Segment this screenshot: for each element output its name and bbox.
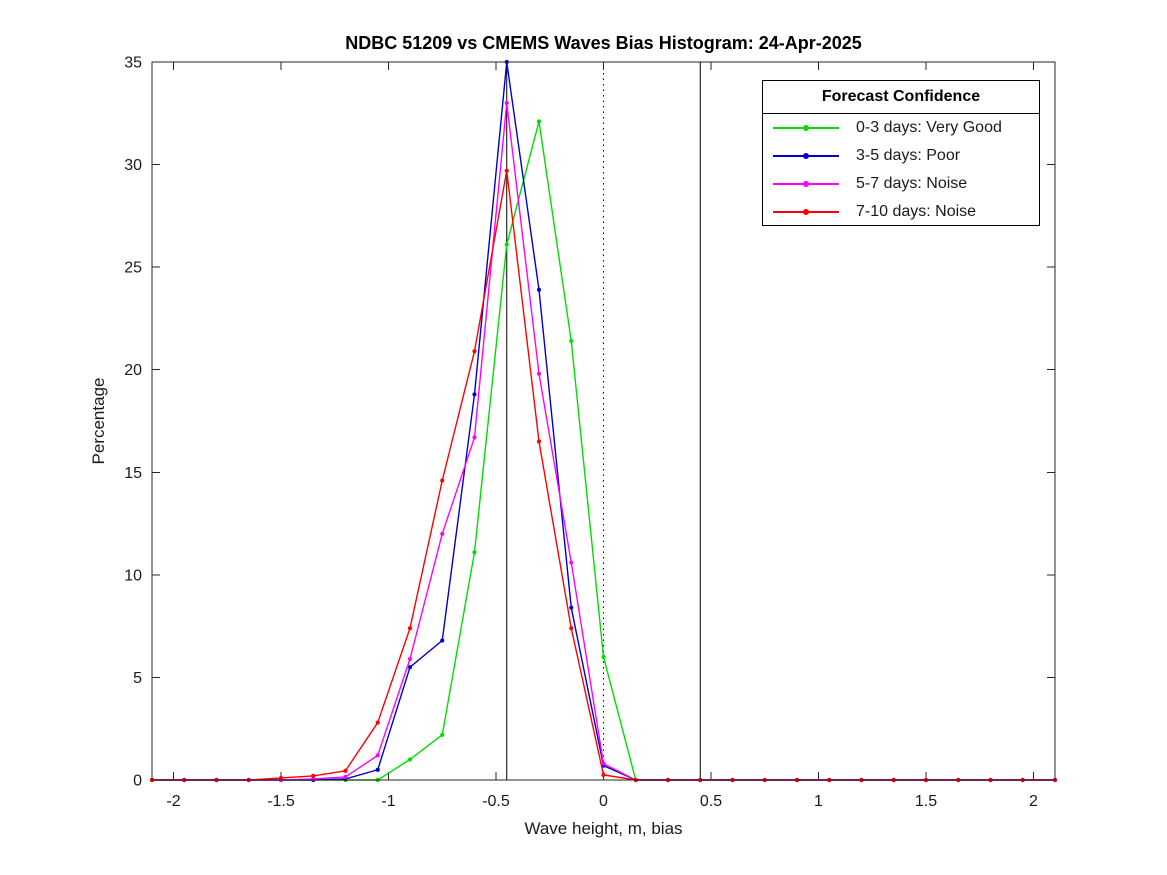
data-point	[569, 338, 574, 344]
legend-title: Forecast Confidence	[763, 81, 1039, 114]
legend-entry-label: 5-7 days: Noise	[856, 175, 968, 192]
data-point	[601, 772, 606, 777]
legend-entry: 7-10 days: Noise	[773, 203, 1039, 221]
data-point	[536, 439, 542, 444]
plot-frame	[151, 61, 1056, 781]
legend-entry: 3-5 days: Poor	[773, 147, 1039, 165]
legend-line-sample-icon	[773, 209, 839, 215]
data-point	[407, 656, 413, 662]
data-point	[343, 768, 348, 773]
reference-lines	[506, 62, 701, 780]
legend-items: 0-3 days: Very Good 3-5 days: Poor 5-7 d…	[763, 114, 1039, 226]
data-point	[472, 349, 477, 354]
x-tick-label: 1	[814, 793, 823, 810]
x-tick-label: -0.5	[482, 793, 510, 810]
x-tick-label: 2	[1029, 793, 1038, 810]
legend-entry: 5-7 days: Noise	[773, 175, 1039, 193]
data-point	[472, 550, 477, 555]
data-point	[569, 605, 574, 610]
data-point	[440, 478, 445, 483]
x-tick-label: -1	[381, 793, 395, 810]
legend-entry: 0-3 days: Very Good	[773, 119, 1039, 137]
data-point	[601, 654, 606, 660]
y-tick-label: 20	[124, 362, 142, 379]
y-axis-label: Percentage	[89, 377, 108, 465]
y-tick-label: 30	[124, 157, 142, 174]
data-point	[311, 773, 316, 778]
data-point	[536, 119, 542, 124]
data-point	[569, 560, 574, 565]
legend-line-sample-icon	[773, 125, 839, 131]
data-point	[504, 168, 509, 173]
x-tick-label: 0.5	[700, 793, 722, 810]
data-point	[504, 100, 509, 106]
x-tick-label: 1.5	[915, 793, 937, 810]
data-point	[601, 761, 606, 766]
y-tick-label: 25	[124, 260, 142, 277]
x-tick-label: 0	[599, 793, 608, 810]
data-point	[440, 732, 445, 737]
data-point	[375, 753, 380, 758]
x-axis-label: Wave height, m, bias	[524, 819, 683, 838]
legend-entry-label: 3-5 days: Poor	[856, 147, 961, 164]
y-tick-label: 15	[124, 465, 142, 482]
legend: Forecast Confidence 0-3 days: Very Good …	[762, 80, 1040, 226]
data-point	[472, 435, 477, 440]
y-tick-label: 5	[133, 670, 142, 687]
x-tick-label: -2	[166, 793, 180, 810]
data-point	[472, 392, 477, 397]
data-point	[440, 638, 445, 643]
data-point	[536, 371, 542, 376]
data-point	[536, 287, 542, 292]
data-point	[375, 767, 380, 772]
y-tick-label: 0	[133, 773, 142, 790]
data-point	[375, 720, 380, 725]
data-point	[407, 665, 413, 670]
data-point	[407, 626, 413, 631]
data-point	[343, 774, 348, 780]
legend-line-sample-icon	[773, 181, 839, 187]
data-point	[278, 775, 284, 781]
legend-entry-label: 7-10 days: Noise	[856, 203, 977, 220]
data-point	[569, 626, 574, 631]
data-point	[504, 242, 509, 247]
legend-entry-label: 0-3 days: Very Good	[856, 119, 1002, 136]
data-point	[407, 757, 413, 762]
legend-line-sample-icon	[773, 153, 839, 159]
y-tick-label: 10	[124, 567, 142, 584]
x-tick-label: -1.5	[267, 793, 295, 810]
data-point	[440, 531, 445, 536]
y-tick-label: 35	[124, 55, 142, 72]
chart-title: NDBC 51209 vs CMEMS Waves Bias Histogram…	[345, 33, 862, 53]
